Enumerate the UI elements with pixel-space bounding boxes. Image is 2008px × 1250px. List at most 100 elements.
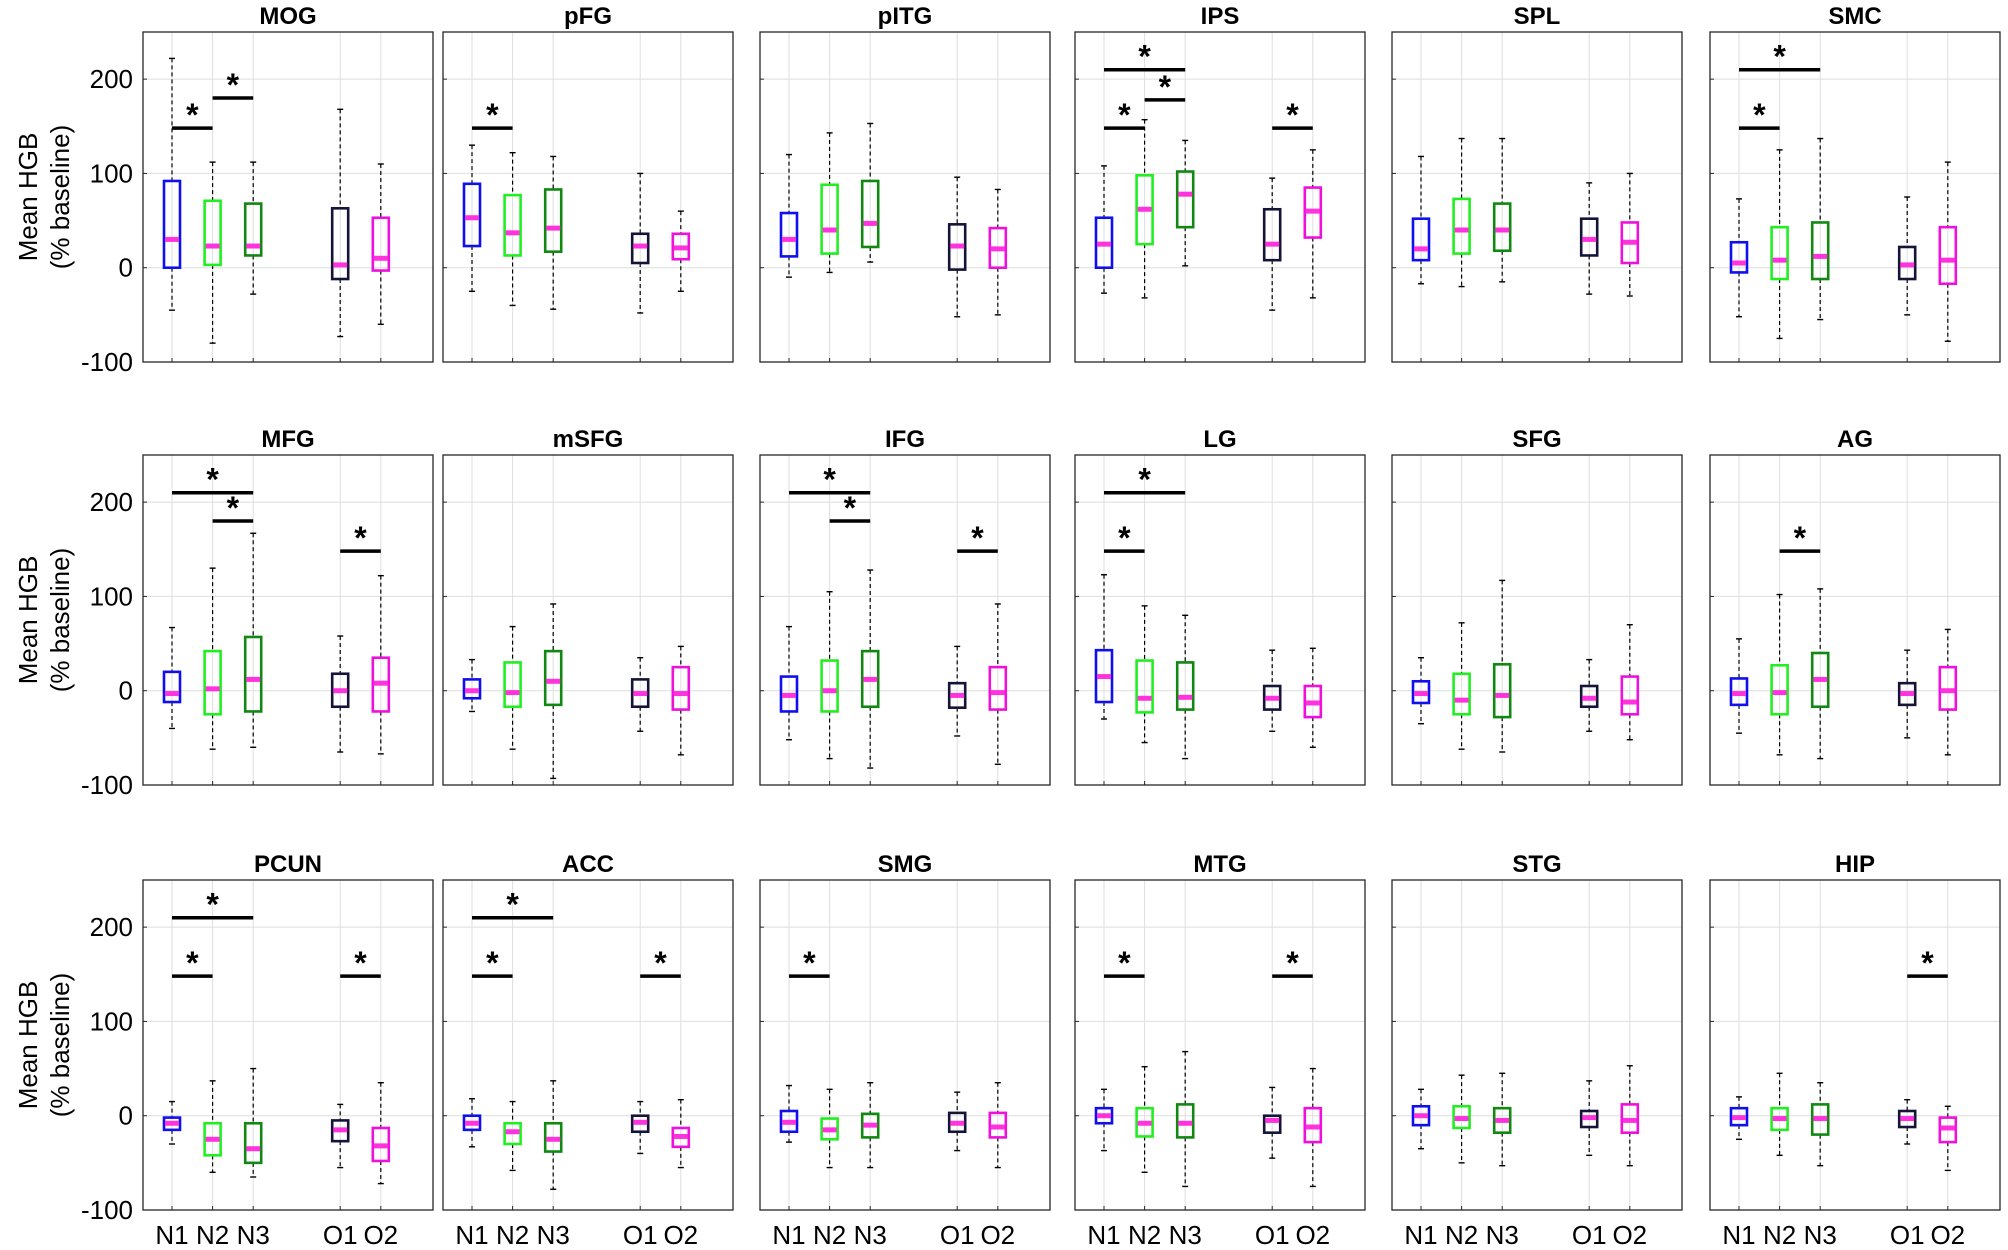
- box-o2: [1303, 647, 1323, 748]
- box-n3: [543, 1080, 563, 1190]
- box-o1: [330, 635, 350, 753]
- panel-frame: [1391, 454, 1683, 786]
- box-iqr: [1492, 1106, 1512, 1134]
- box-o1: [630, 172, 650, 314]
- significance-bracket: *: [1739, 97, 1780, 133]
- box-n1: [1411, 1088, 1431, 1150]
- box-iqr: [462, 182, 482, 248]
- box-iqr: [1175, 661, 1195, 711]
- box-iqr: [988, 1111, 1008, 1139]
- box-iqr: [1135, 1106, 1154, 1138]
- panel-title: MOG: [259, 3, 316, 30]
- box-n1: [462, 144, 482, 292]
- significance-bracket: *: [1272, 945, 1313, 981]
- panel-spl: SPL: [1391, 3, 1683, 363]
- panel-title: AG: [1837, 426, 1873, 453]
- box-iqr: [1579, 217, 1599, 257]
- box-iqr: [1729, 677, 1749, 707]
- box-iqr: [1262, 1114, 1282, 1134]
- y-axis-label-line2: (% baseline): [45, 548, 75, 693]
- panel-title: MTG: [1193, 851, 1246, 878]
- panel-frame: [142, 31, 434, 363]
- x-tick-label: O2: [1295, 1220, 1330, 1250]
- box-iqr: [860, 649, 880, 709]
- y-axis-label: Mean HGB(% baseline): [13, 125, 75, 270]
- box-o2: [988, 1082, 1008, 1169]
- x-tick-label: O1: [1572, 1220, 1607, 1250]
- box-o1: [1897, 1098, 1917, 1145]
- significance-star: *: [486, 97, 499, 133]
- panel-title: ACC: [562, 851, 614, 878]
- box-o2: [1303, 149, 1323, 299]
- panel-frame: [442, 879, 734, 1211]
- box-iqr: [1452, 1104, 1471, 1130]
- x-tick-label: N1: [1722, 1220, 1755, 1250]
- y-axis-label-line1: Mean HGB: [13, 556, 43, 685]
- x-tick-label: N3: [537, 1220, 570, 1250]
- panel-lg: LG **: [1074, 426, 1366, 786]
- box-n1: [779, 625, 799, 741]
- box-iqr: [330, 1119, 350, 1143]
- panel-title: HIP: [1835, 851, 1875, 878]
- significance-star: *: [1753, 97, 1766, 133]
- box-iqr: [543, 1121, 563, 1153]
- y-tick-label: 100: [90, 1006, 133, 1036]
- panel-frame: [442, 31, 734, 363]
- panel-ifg: IFG***: [759, 426, 1051, 786]
- y-tick-label: 0: [119, 1101, 133, 1131]
- box-iqr: [1897, 1109, 1917, 1129]
- box-n1: [1411, 155, 1431, 285]
- significance-star: *: [1159, 69, 1172, 105]
- box-iqr: [1303, 1106, 1323, 1144]
- box-iqr: [630, 232, 650, 265]
- panel-frame: [142, 454, 434, 786]
- box-o2: [371, 574, 391, 755]
- significance-star: *: [354, 945, 367, 981]
- panel-frame: [442, 454, 734, 786]
- box-n2: [1135, 605, 1154, 744]
- panel-frame: [759, 31, 1051, 363]
- box-n1: [462, 1098, 482, 1148]
- box-n3: [543, 603, 563, 780]
- significance-bracket: *: [172, 945, 213, 981]
- box-o1: [947, 176, 967, 318]
- panel-ag: AG *: [1709, 426, 2001, 786]
- box-o1: [1579, 1080, 1599, 1157]
- box-iqr: [1770, 225, 1789, 281]
- significance-bracket: *: [1104, 462, 1186, 498]
- y-axis-label: Mean HGB(% baseline): [13, 973, 75, 1118]
- box-iqr: [1620, 675, 1640, 716]
- significance-bracket: *: [172, 462, 254, 498]
- box-n3: [1175, 139, 1195, 267]
- box-iqr: [1411, 217, 1431, 262]
- box-o2: [371, 1082, 391, 1185]
- box-n3: [860, 569, 880, 769]
- significance-star: *: [844, 490, 857, 526]
- significance-star: *: [1118, 97, 1131, 133]
- significance-star: *: [354, 520, 367, 556]
- significance-star: *: [227, 67, 240, 103]
- x-tick-label: O1: [940, 1220, 975, 1250]
- box-n2: [1770, 593, 1789, 756]
- box-o1: [1897, 649, 1917, 739]
- x-tick-label: N3: [1804, 1220, 1837, 1250]
- box-iqr: [1810, 1103, 1830, 1136]
- significance-bracket: *: [1779, 520, 1821, 556]
- box-iqr: [162, 1116, 182, 1132]
- box-iqr: [243, 1121, 263, 1165]
- significance-star: *: [206, 887, 219, 923]
- box-iqr: [1620, 221, 1640, 265]
- box-n1: [1729, 198, 1749, 318]
- panel-frame: [1709, 454, 2001, 786]
- box-iqr: [988, 665, 1008, 711]
- significance-bracket: *: [1272, 97, 1313, 133]
- box-o2: [988, 603, 1008, 765]
- panel-frame: [1709, 879, 2001, 1211]
- box-iqr: [1938, 1116, 1958, 1144]
- box-n1: [1729, 638, 1749, 734]
- panel-stg: STG N1 N2 N3 O1 O2: [1391, 851, 1683, 1250]
- significance-bracket: *: [829, 490, 871, 526]
- box-n2: [203, 161, 222, 344]
- box-n2: [503, 625, 522, 750]
